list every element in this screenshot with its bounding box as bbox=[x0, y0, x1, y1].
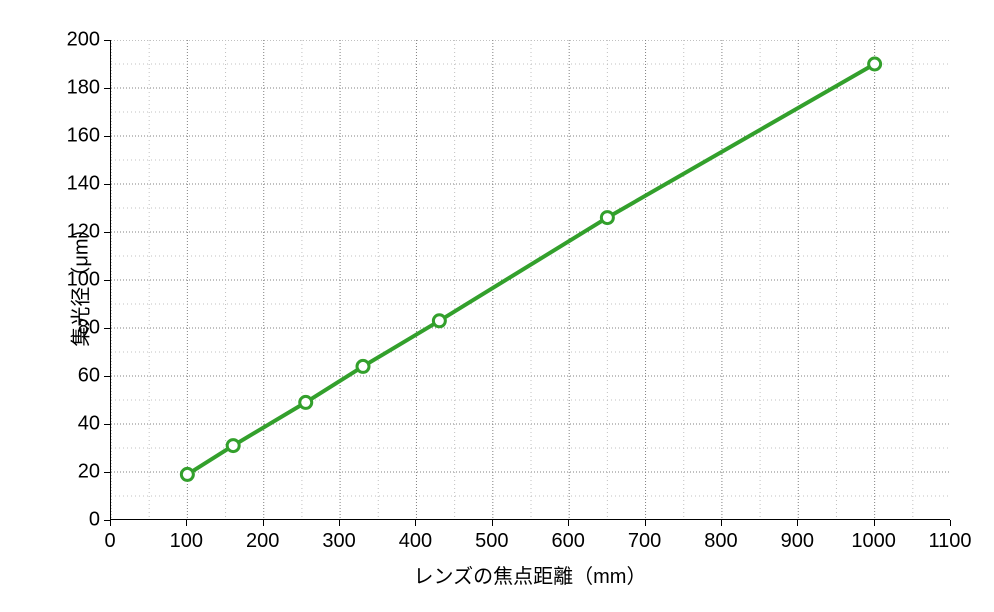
data-marker bbox=[357, 360, 369, 372]
data-marker bbox=[869, 58, 881, 70]
x-tick-mark bbox=[415, 520, 416, 526]
y-tick-mark bbox=[104, 88, 110, 89]
x-tick-label: 600 bbox=[551, 530, 584, 553]
chart-container: 020406080100120140160180200 010020030040… bbox=[0, 0, 994, 612]
x-tick-mark bbox=[645, 520, 646, 526]
x-tick-mark bbox=[950, 520, 951, 526]
x-tick-label: 200 bbox=[246, 530, 279, 553]
y-tick-label: 20 bbox=[60, 461, 100, 484]
x-tick-mark bbox=[874, 520, 875, 526]
x-tick-label: 1000 bbox=[851, 530, 896, 553]
x-tick-label: 300 bbox=[322, 530, 355, 553]
y-tick-mark bbox=[104, 376, 110, 377]
y-tick-label: 160 bbox=[60, 125, 100, 148]
y-tick-mark bbox=[104, 328, 110, 329]
x-tick-mark bbox=[797, 520, 798, 526]
y-tick-label: 200 bbox=[60, 29, 100, 52]
x-tick-mark bbox=[721, 520, 722, 526]
y-tick-mark bbox=[104, 184, 110, 185]
y-tick-mark bbox=[104, 40, 110, 41]
x-tick-mark bbox=[339, 520, 340, 526]
y-tick-mark bbox=[104, 232, 110, 233]
y-axis-label: 集光径（μm） bbox=[65, 218, 94, 346]
x-tick-label: 900 bbox=[781, 530, 814, 553]
x-tick-label: 500 bbox=[475, 530, 508, 553]
x-tick-label: 0 bbox=[104, 530, 115, 553]
data-line bbox=[111, 40, 951, 520]
y-tick-label: 0 bbox=[60, 509, 100, 532]
x-axis-label: レンズの焦点距離（mm） bbox=[410, 560, 650, 589]
x-tick-mark bbox=[568, 520, 569, 526]
data-marker bbox=[601, 212, 613, 224]
y-tick-mark bbox=[104, 280, 110, 281]
plot-area bbox=[110, 40, 950, 520]
y-tick-label: 40 bbox=[60, 413, 100, 436]
data-marker bbox=[300, 396, 312, 408]
data-marker bbox=[433, 315, 445, 327]
y-tick-mark bbox=[104, 424, 110, 425]
data-marker bbox=[181, 468, 193, 480]
x-tick-label: 100 bbox=[170, 530, 203, 553]
y-tick-mark bbox=[104, 472, 110, 473]
x-tick-label: 1100 bbox=[928, 530, 971, 553]
x-tick-mark bbox=[186, 520, 187, 526]
x-tick-label: 400 bbox=[399, 530, 432, 553]
x-tick-label: 800 bbox=[704, 530, 737, 553]
y-tick-label: 60 bbox=[60, 365, 100, 388]
y-tick-mark bbox=[104, 136, 110, 137]
y-tick-label: 140 bbox=[60, 173, 100, 196]
data-marker bbox=[227, 440, 239, 452]
x-tick-label: 700 bbox=[628, 530, 661, 553]
y-tick-label: 180 bbox=[60, 77, 100, 100]
x-tick-mark bbox=[263, 520, 264, 526]
x-tick-mark bbox=[492, 520, 493, 526]
x-tick-mark bbox=[110, 520, 111, 526]
